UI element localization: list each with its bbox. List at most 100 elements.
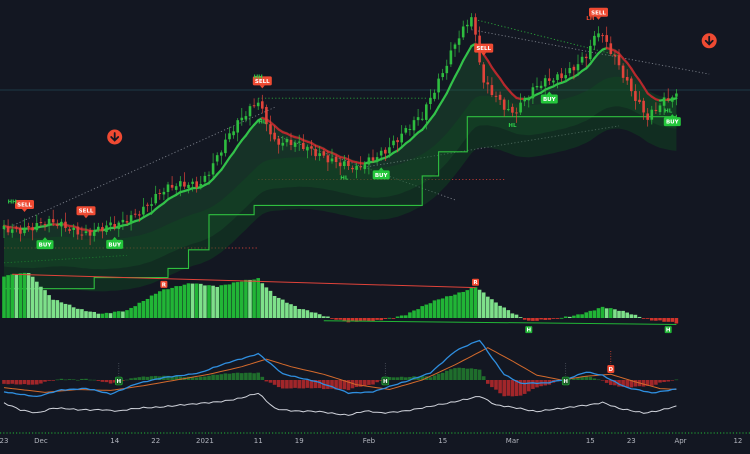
macd-histogram-bar: [498, 380, 502, 393]
oscillator-bar: [240, 282, 244, 318]
oscillator-bar: [457, 292, 461, 318]
candle-body: [7, 226, 10, 232]
oscillator-bar: [650, 318, 654, 321]
candle-body: [622, 66, 625, 78]
macd-histogram-bar: [306, 380, 310, 388]
candle-body: [474, 17, 477, 34]
oscillator-bar: [302, 309, 306, 318]
buy-signal-label: BUY: [108, 242, 122, 248]
x-tick-label: 14: [110, 437, 119, 445]
macd-histogram-bar: [523, 380, 527, 394]
macd-histogram-bar: [224, 373, 228, 380]
candle-body: [142, 207, 145, 215]
oscillator-bar: [474, 287, 478, 318]
oscillator-bar: [552, 318, 556, 319]
macd-histogram-bar: [466, 369, 470, 380]
macd-histogram-bar: [244, 373, 248, 380]
macd-histogram-bar: [338, 380, 342, 389]
macd-histogram-bar: [584, 376, 588, 380]
candle-body: [655, 110, 658, 111]
oscillator-bar: [10, 274, 14, 318]
candle-body: [548, 78, 551, 81]
oscillator-bar: [392, 318, 396, 319]
candle-body: [466, 25, 469, 26]
candle-body: [663, 97, 666, 105]
oscillator-bar: [519, 317, 523, 318]
macd-histogram-bar: [84, 379, 88, 380]
oscillator-bar: [256, 278, 260, 318]
candle-body: [499, 95, 502, 100]
macd-histogram-bar: [228, 374, 232, 380]
macd-histogram-bar: [289, 380, 293, 388]
candle-body: [400, 134, 403, 143]
macd-histogram-bar: [220, 374, 224, 380]
oscillator-bar: [273, 296, 277, 318]
macd-histogram-bar: [101, 380, 105, 382]
oscillator-bar: [470, 288, 474, 318]
candle-body: [589, 46, 592, 59]
x-tick-label: 19: [295, 437, 304, 445]
candle-body: [277, 139, 280, 145]
candle-body: [667, 98, 670, 100]
oscillator-bar: [535, 318, 539, 321]
candle-body: [610, 43, 613, 54]
oscillator-bar: [183, 285, 187, 318]
candle-body: [417, 117, 420, 120]
macd-histogram-bar: [15, 380, 19, 384]
oscillator-bar: [158, 291, 162, 318]
candle-body: [519, 103, 522, 113]
oscillator-bar: [191, 284, 195, 318]
oscillator-bar: [39, 287, 43, 318]
pivot-label: HH: [8, 200, 18, 206]
candle-body: [89, 230, 92, 236]
candle-body: [642, 101, 645, 113]
macd-histogram-bar: [302, 380, 306, 388]
oscillator-bar: [515, 315, 519, 318]
candle-body: [138, 214, 141, 215]
oscillator-bar: [265, 287, 269, 318]
pivot-label: LH: [586, 16, 595, 22]
oscillator-bar: [384, 318, 388, 319]
candle-body: [134, 214, 137, 215]
oscillator-bar: [556, 318, 560, 319]
oscillator-bar: [133, 306, 137, 318]
oscillator-bar: [433, 300, 437, 318]
oscillator-bar: [105, 313, 109, 318]
oscillator-bar: [507, 310, 511, 318]
sell-signal-label: SELL: [79, 209, 94, 215]
macd-histogram-bar: [19, 380, 23, 384]
oscillator-bar: [179, 286, 183, 318]
candle-body: [425, 104, 428, 120]
candle-body: [552, 81, 555, 83]
candle-body: [224, 140, 227, 153]
macd-histogram-bar: [375, 380, 379, 382]
x-tick-label: 23: [0, 437, 8, 445]
candle-body: [392, 141, 395, 146]
macd-histogram-bar: [293, 380, 297, 388]
macd-marker-label: H: [383, 379, 388, 385]
candle-body: [544, 78, 547, 86]
candle-body: [318, 153, 321, 156]
oscillator-bar: [589, 311, 593, 318]
candle-body: [409, 129, 412, 130]
macd-histogram-bar: [64, 380, 68, 381]
candle-body: [556, 74, 559, 80]
oscillator-bar: [646, 318, 650, 319]
x-tick-label: 2021: [196, 437, 214, 445]
candle-body: [376, 157, 379, 161]
oscillator-bar: [617, 311, 621, 318]
candle-body: [482, 64, 485, 82]
macd-histogram-bar: [138, 377, 142, 380]
macd-histogram-bar: [355, 380, 359, 387]
oscillator-bar: [625, 313, 629, 318]
oscillator-bar: [490, 299, 494, 318]
oscillator-bar: [60, 302, 64, 318]
candle-body: [200, 184, 203, 188]
macd-histogram-bar: [252, 373, 256, 380]
candle-body: [364, 165, 367, 170]
oscillator-bar: [228, 284, 232, 318]
macd-histogram-bar: [133, 378, 137, 380]
oscillator-bar: [511, 313, 515, 318]
candle-body: [163, 192, 166, 195]
macd-histogram-bar: [248, 373, 252, 380]
